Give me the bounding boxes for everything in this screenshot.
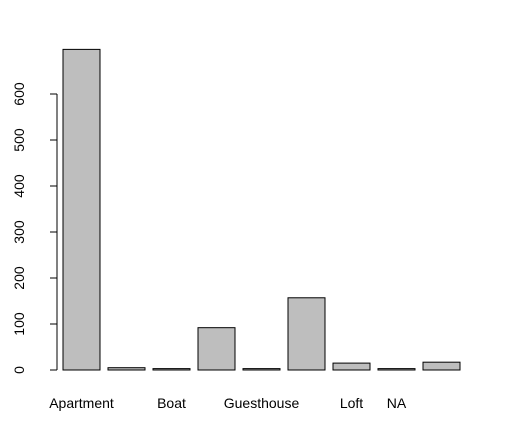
y-tick-label: 200 [11,266,27,290]
x-tick-label: Guesthouse [224,395,300,411]
x-tick-label: Loft [340,395,363,411]
bar-1 [62,48,101,371]
bar-9 [422,361,461,371]
y-tick-label: 100 [11,312,27,336]
bar-6 [287,297,326,371]
y-axis: 0 100 200 300 400 500 600 [11,82,58,374]
bar-2 [107,367,146,371]
y-tick-label: 0 [11,366,27,374]
x-tick-label: Boat [157,395,186,411]
x-axis-labels: Apartment Boat Guesthouse Loft NA [49,395,407,411]
x-tick-label: NA [387,395,407,411]
x-tick-label: Apartment [49,395,114,411]
bar-3 [152,368,191,371]
y-tick-label: 400 [11,174,27,198]
y-tick-label: 500 [11,128,27,152]
bar-7 [332,362,371,371]
bar-8 [377,368,416,371]
y-tick-label: 600 [11,82,27,106]
bar-4 [197,327,236,371]
bars-group [62,48,461,371]
y-tick-label: 300 [11,220,27,244]
bar-5 [242,368,281,371]
